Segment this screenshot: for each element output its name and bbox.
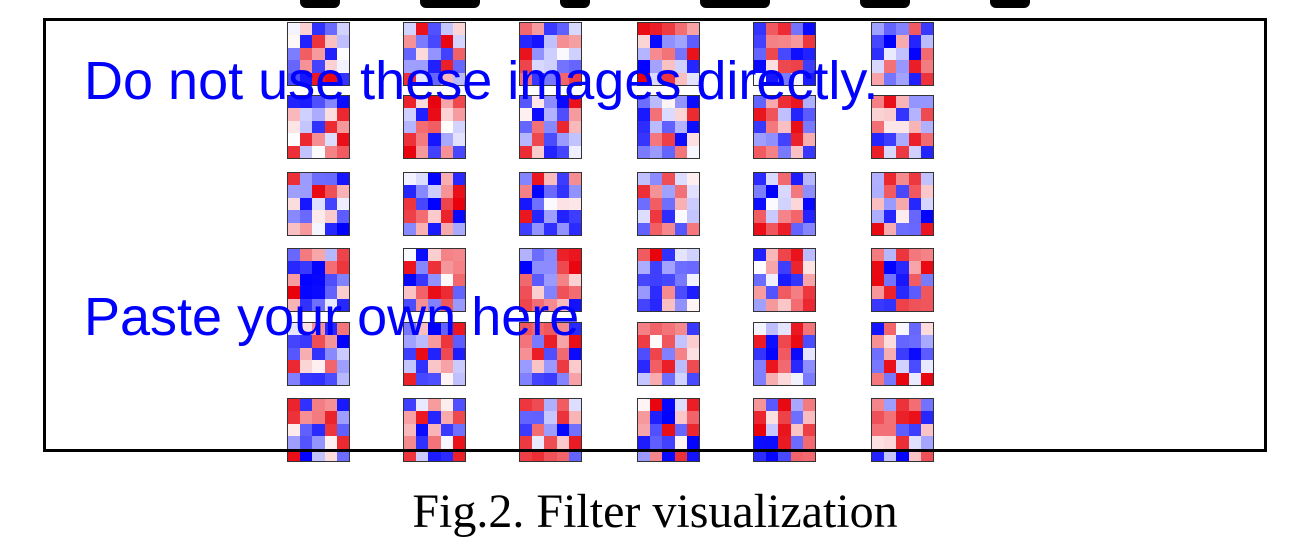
placeholder-text-line-1: Do not use these images directly. xyxy=(84,51,879,111)
clipped-heading-remnant xyxy=(0,0,1310,10)
figure-caption: Fig.2. Filter visualization xyxy=(412,485,898,538)
placeholder-text-line-2: Paste your own here xyxy=(84,287,580,347)
placeholder-frame xyxy=(43,18,1267,452)
